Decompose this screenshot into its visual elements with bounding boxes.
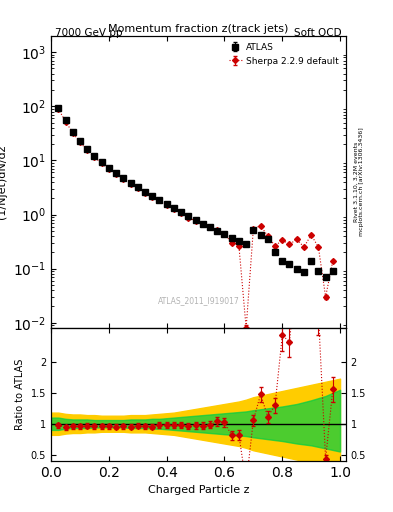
X-axis label: Charged Particle z: Charged Particle z: [148, 485, 249, 495]
Y-axis label: Rivet 3.1.10, 3.2M events
mcplots.cern.ch [arXiv:1306.3436]: Rivet 3.1.10, 3.2M events mcplots.cern.c…: [353, 127, 364, 237]
Title: Momentum fraction z(track jets): Momentum fraction z(track jets): [108, 24, 288, 34]
Text: ATLAS_2011_I919017: ATLAS_2011_I919017: [158, 295, 239, 305]
Legend: ATLAS, Sherpa 2.2.9 default: ATLAS, Sherpa 2.2.9 default: [226, 40, 342, 68]
Text: Soft QCD: Soft QCD: [294, 28, 342, 38]
Y-axis label: (1/Njet)dN/dz: (1/Njet)dN/dz: [0, 145, 7, 219]
Text: 7000 GeV pp: 7000 GeV pp: [55, 28, 123, 38]
Y-axis label: Ratio to ATLAS: Ratio to ATLAS: [15, 359, 25, 430]
